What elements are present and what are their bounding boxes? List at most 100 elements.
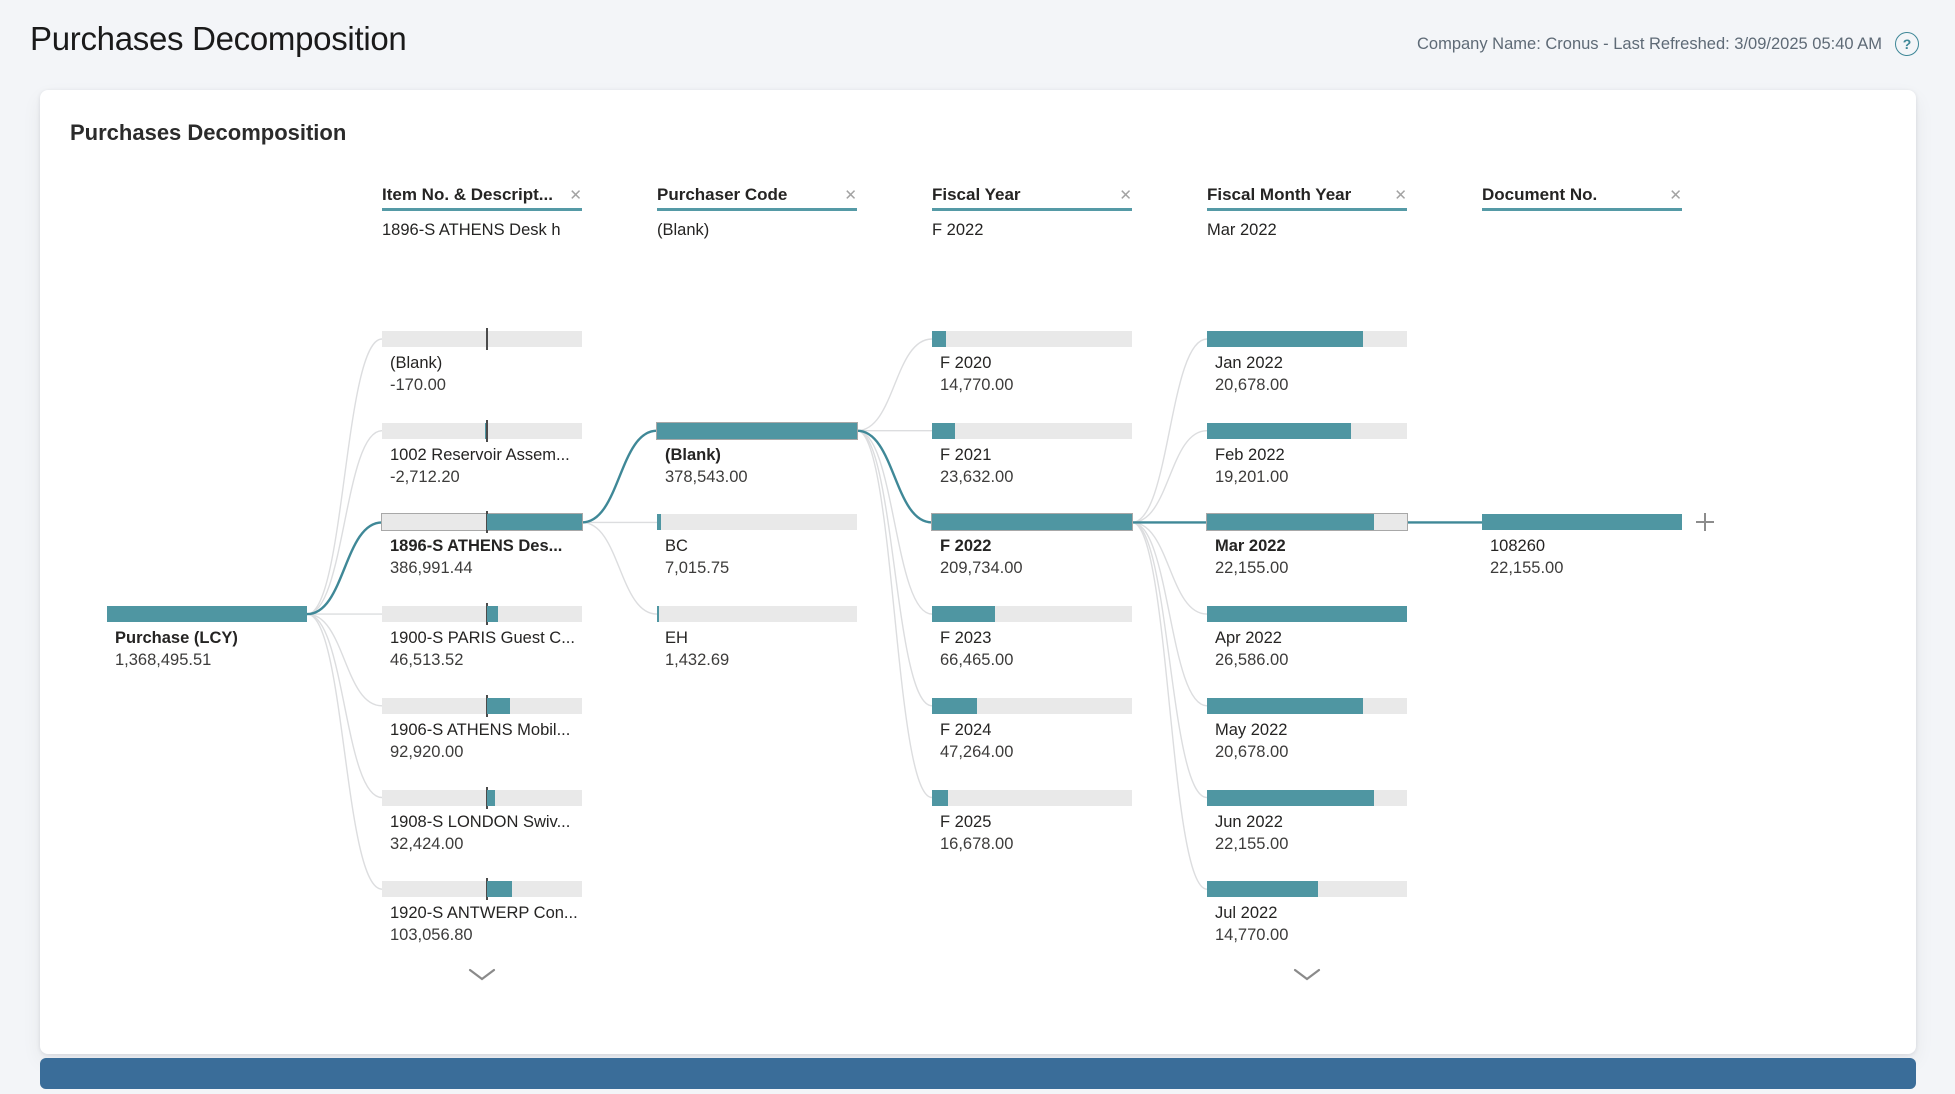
tree-node[interactable]: Mar 2022 22,155.00 [1206,513,1408,584]
tree-node[interactable]: May 2022 20,678.00 [1207,697,1407,768]
level-underline [932,208,1132,211]
node-bar[interactable] [1207,881,1407,898]
tree-node[interactable]: (Blank) -170.00 [382,328,582,401]
tree-node[interactable]: 1002 Reservoir Assem... -2,712.20 [382,419,582,493]
node-bar[interactable] [1207,331,1407,347]
node-bar-fill [932,422,955,439]
node-bar[interactable] [932,422,1132,439]
node-bar[interactable] [382,603,582,626]
level-title: Fiscal Month Year [1207,185,1352,204]
tree-node[interactable]: 1920-S ANTWERP Con... 103,056.80 [382,878,582,951]
more-chevron-icon[interactable] [1293,968,1321,987]
expand-plus-icon[interactable] [1694,511,1716,538]
node-bar[interactable] [1482,514,1682,531]
tree-node[interactable]: Apr 2022 26,586.00 [1207,606,1407,676]
node-bar[interactable] [382,694,582,717]
level-underline [657,208,857,211]
tree-node[interactable]: Jan 2022 20,678.00 [1207,331,1407,401]
company-refresh-text: Company Name: Cronus - Last Refreshed: 3… [1416,34,1882,53]
node-bar[interactable] [932,331,1132,347]
connector-path [306,430,383,615]
node-label: Jul 2022 [1215,904,1278,923]
tree-node[interactable]: 108260 22,155.00 [1482,514,1682,584]
tree-node[interactable]: F 2023 66,465.00 [932,606,1132,676]
node-value: 14,770.00 [1215,926,1289,945]
node-label: May 2022 [1215,720,1288,739]
node-bar-fill [932,331,947,347]
level-title: Document No. [1482,185,1598,204]
node-bar-fill [487,789,495,806]
level-close-icon[interactable]: ✕ [1394,187,1407,204]
more-chevron-icon[interactable] [468,968,496,987]
node-label: 1908-S LONDON Swiv... [390,812,571,831]
node-bar[interactable] [931,513,1133,532]
tree-node[interactable]: F 2024 47,264.00 [932,697,1132,768]
connector-path [1131,430,1208,524]
tree-node[interactable]: 1908-S LONDON Swiv... 32,424.00 [382,786,582,860]
node-bar-fill [657,606,659,623]
node-bar[interactable] [657,606,857,623]
node-bar[interactable] [381,511,583,534]
connector-path [856,338,933,432]
node-bar-fill [107,606,307,623]
level-header: Fiscal Month Year ✕ [1207,185,1407,205]
node-bar[interactable] [382,786,582,809]
node-value: 209,734.00 [940,559,1023,578]
connector-path [1131,521,1208,615]
node-bar[interactable] [1206,513,1408,532]
level-close-icon[interactable]: ✕ [844,187,857,204]
node-bar-fill [932,789,948,806]
tree-node[interactable]: F 2025 16,678.00 [932,789,1132,860]
node-label: F 2024 [940,720,992,739]
node-bar[interactable] [1207,697,1407,714]
node-label: (Blank) [665,445,721,464]
node-bar[interactable] [1207,789,1407,806]
tree-node[interactable]: Jun 2022 22,155.00 [1207,789,1407,860]
node-bar-fill [1482,514,1682,531]
tree-node[interactable]: BC 7,015.75 [657,514,857,584]
level-close-icon[interactable]: ✕ [1669,187,1682,204]
node-bar[interactable] [382,419,582,442]
tree-node[interactable]: Purchase (LCY) 1,368,495.51 [107,606,307,676]
node-label: 1920-S ANTWERP Con... [390,904,578,923]
level-close-icon[interactable]: ✕ [569,187,582,204]
horizontal-scrollbar[interactable] [40,1058,1916,1089]
node-bar[interactable] [382,328,582,350]
node-bar[interactable] [932,697,1132,714]
node-value: 16,678.00 [940,834,1014,853]
help-icon[interactable]: ? [1895,32,1919,56]
node-value: 386,991.44 [390,559,473,578]
node-value: 1,432.69 [665,651,730,670]
tree-node[interactable]: (Blank) 378,543.00 [656,421,858,493]
tree-node[interactable]: 1906-S ATHENS Mobil... 92,920.00 [382,694,582,768]
level-selected-value: (Blank) [657,221,710,239]
connector-path [1131,521,1208,890]
node-bar[interactable] [1207,606,1407,623]
node-bar[interactable] [382,878,582,901]
tree-node[interactable]: F 2021 23,632.00 [932,422,1132,493]
node-bar-fill [657,422,857,439]
tree-node[interactable]: 1896-S ATHENS Des... 386,991.44 [381,511,583,584]
level-selected-value: Mar 2022 [1207,221,1277,239]
tree-node[interactable]: EH 1,432.69 [657,606,857,676]
node-bar-fill [932,606,996,623]
node-bar[interactable] [657,514,857,531]
tree-node[interactable]: Jul 2022 14,770.00 [1207,881,1407,951]
node-bar[interactable] [107,606,307,623]
node-bar[interactable] [932,789,1132,806]
tree-node[interactable]: F 2022 209,734.00 [931,513,1133,584]
node-bar[interactable] [932,606,1132,623]
level-close-icon[interactable]: ✕ [1119,187,1132,204]
node-label: 1896-S ATHENS Des... [390,537,563,556]
tree-node[interactable]: Feb 2022 19,201.00 [1207,422,1407,493]
node-bar[interactable] [1207,422,1407,439]
tree-node[interactable]: 1900-S PARIS Guest C... 46,513.52 [382,603,582,676]
node-value: 32,424.00 [390,834,464,853]
node-bar[interactable] [656,421,858,440]
node-bar-fill [487,697,510,714]
tree-node[interactable]: F 2020 14,770.00 [932,331,1132,401]
connector-path [306,613,383,890]
connector-path [306,521,383,615]
connector-path [1131,338,1208,524]
zero-axis-tick [486,328,488,350]
